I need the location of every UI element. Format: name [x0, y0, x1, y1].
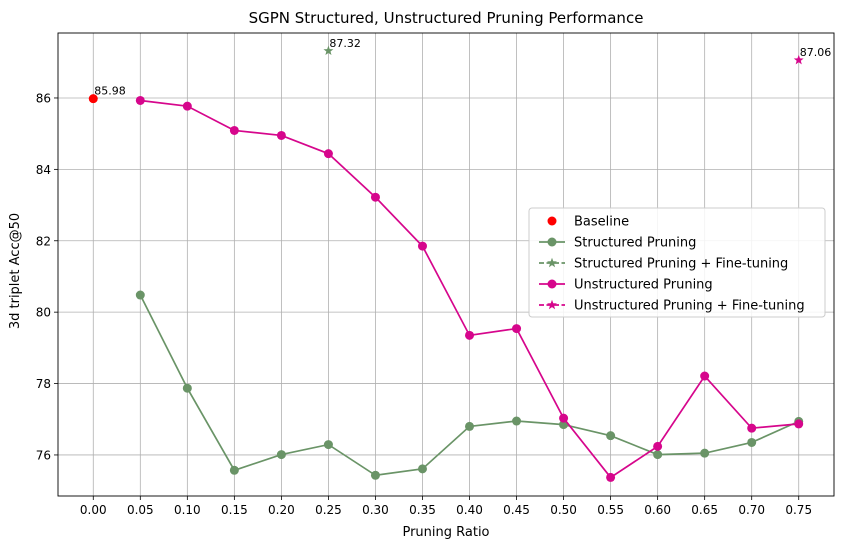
data-point	[747, 423, 757, 433]
data-point	[417, 464, 427, 474]
x-tick-label: 0.50	[550, 503, 577, 517]
x-tick-label: 0.65	[691, 503, 718, 517]
x-axis-ticks: 0.00 0.05 0.10 0.15 0.20 0.25 0.30 0.35 0.40 0.45…	[80, 496, 812, 517]
point-annotations: 85.98 87.32 87.06	[94, 37, 831, 98]
point-annotation: 87.06	[800, 46, 832, 59]
x-tick-label: 0.55	[597, 503, 624, 517]
y-axis-ticks: 76 78 80 82 84 86	[36, 91, 58, 462]
data-point	[182, 101, 192, 111]
data-point	[512, 324, 522, 334]
data-point	[794, 419, 804, 429]
data-point	[370, 470, 380, 480]
legend-label: Unstructured Pruning + Fine-tuning	[574, 299, 805, 314]
point-annotation: 85.98	[94, 85, 126, 98]
legend-label: Structured Pruning	[574, 236, 696, 251]
data-point	[512, 416, 522, 426]
data-point	[135, 290, 145, 300]
legend-item: Structured Pruning + Fine-tuning	[539, 257, 788, 272]
data-point	[606, 431, 616, 441]
x-tick-label: 0.10	[174, 503, 201, 517]
series-baseline	[88, 94, 98, 104]
x-tick-label: 0.40	[456, 503, 483, 517]
data-point	[323, 149, 333, 159]
data-point	[653, 441, 663, 451]
legend-item: Unstructured Pruning + Fine-tuning	[539, 299, 805, 314]
y-tick-label: 80	[36, 306, 51, 320]
x-axis-label: Pruning Ratio	[402, 525, 489, 540]
data-point	[276, 130, 286, 140]
y-axis-label: 3d triplet Acc@50	[8, 213, 23, 329]
legend-item: Structured Pruning	[539, 236, 696, 251]
legend-item: Baseline	[547, 215, 629, 230]
legend-marker	[547, 279, 557, 289]
legend-marker	[547, 299, 557, 310]
x-tick-label: 0.05	[127, 503, 154, 517]
data-point	[323, 45, 334, 56]
data-point	[229, 125, 239, 135]
x-tick-label: 0.25	[315, 503, 342, 517]
data-point	[417, 241, 427, 251]
series-structured-pruning-fine-tuning	[323, 45, 334, 56]
x-tick-label: 0.45	[503, 503, 530, 517]
data-point	[653, 450, 663, 460]
x-tick-label: 0.75	[785, 503, 812, 517]
x-tick-label: 0.60	[644, 503, 671, 517]
plot-frame	[57, 32, 835, 497]
data-point	[465, 330, 475, 340]
legend-label: Unstructured Pruning	[574, 278, 713, 293]
legend-marker	[547, 216, 557, 226]
data-point	[370, 192, 380, 202]
data-point	[700, 371, 710, 381]
x-tick-label: 0.15	[221, 503, 248, 517]
x-tick-label: 0.00	[80, 503, 107, 517]
y-tick-label: 84	[36, 163, 51, 177]
data-point	[276, 450, 286, 460]
data-point	[88, 94, 98, 104]
x-tick-label: 0.35	[409, 503, 436, 517]
legend: Baseline Structured Pruning Structured Pru…	[528, 207, 826, 318]
data-point	[700, 448, 710, 458]
plot-series	[88, 45, 804, 482]
y-tick-label: 82	[36, 234, 51, 248]
data-point	[229, 465, 239, 475]
data-point	[606, 472, 616, 482]
point-annotation: 87.32	[329, 37, 361, 50]
data-point	[793, 54, 804, 65]
legend-label: Structured Pruning + Fine-tuning	[574, 257, 788, 272]
data-point	[465, 421, 475, 431]
legend-marker	[547, 257, 557, 268]
data-point	[559, 413, 569, 423]
y-tick-label: 76	[36, 448, 51, 462]
series-unstructured-pruning	[135, 95, 804, 482]
x-tick-label: 0.30	[362, 503, 389, 517]
x-tick-label: 0.20	[268, 503, 295, 517]
series-structured-pruning	[135, 290, 804, 480]
y-tick-label: 78	[36, 377, 51, 391]
data-point	[323, 440, 333, 450]
data-point	[747, 437, 757, 447]
legend-marker	[547, 237, 557, 247]
chart-title: SGPN Structured, Unstructured Pruning Pe…	[249, 9, 644, 27]
data-point	[182, 383, 192, 393]
legend-box	[528, 207, 826, 318]
legend-item: Unstructured Pruning	[539, 278, 713, 293]
data-point	[135, 95, 145, 105]
series-unstructured-pruning-fine-tuning	[793, 54, 804, 65]
y-tick-label: 86	[36, 91, 51, 105]
x-tick-label: 0.70	[738, 503, 765, 517]
legend-label: Baseline	[574, 215, 629, 230]
